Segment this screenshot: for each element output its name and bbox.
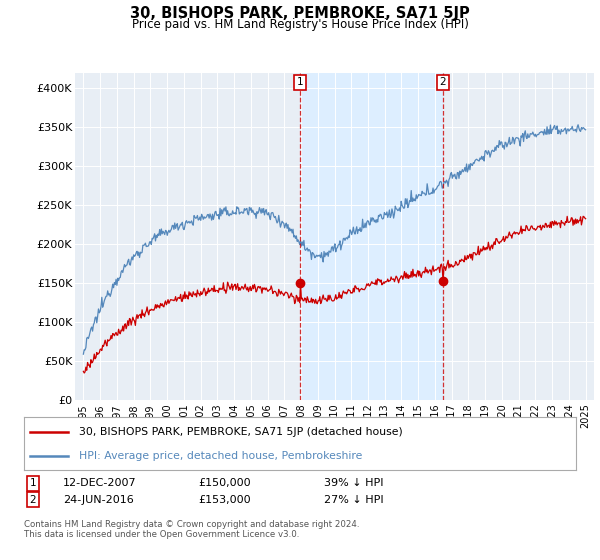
Bar <box>300 73 443 400</box>
Text: Price paid vs. HM Land Registry's House Price Index (HPI): Price paid vs. HM Land Registry's House … <box>131 18 469 31</box>
Text: 39% ↓ HPI: 39% ↓ HPI <box>324 478 383 488</box>
Text: 2: 2 <box>440 77 446 87</box>
Text: 2: 2 <box>29 494 37 505</box>
Text: HPI: Average price, detached house, Pembrokeshire: HPI: Average price, detached house, Pemb… <box>79 450 362 460</box>
Text: 1: 1 <box>29 478 37 488</box>
Text: £153,000: £153,000 <box>198 494 251 505</box>
Text: £150,000: £150,000 <box>198 478 251 488</box>
Text: 30, BISHOPS PARK, PEMBROKE, SA71 5JP: 30, BISHOPS PARK, PEMBROKE, SA71 5JP <box>130 6 470 21</box>
Text: 27% ↓ HPI: 27% ↓ HPI <box>324 494 383 505</box>
Text: 12-DEC-2007: 12-DEC-2007 <box>63 478 137 488</box>
Text: Contains HM Land Registry data © Crown copyright and database right 2024.
This d: Contains HM Land Registry data © Crown c… <box>24 520 359 539</box>
Text: 30, BISHOPS PARK, PEMBROKE, SA71 5JP (detached house): 30, BISHOPS PARK, PEMBROKE, SA71 5JP (de… <box>79 427 403 437</box>
Text: 24-JUN-2016: 24-JUN-2016 <box>63 494 134 505</box>
Text: 1: 1 <box>297 77 304 87</box>
